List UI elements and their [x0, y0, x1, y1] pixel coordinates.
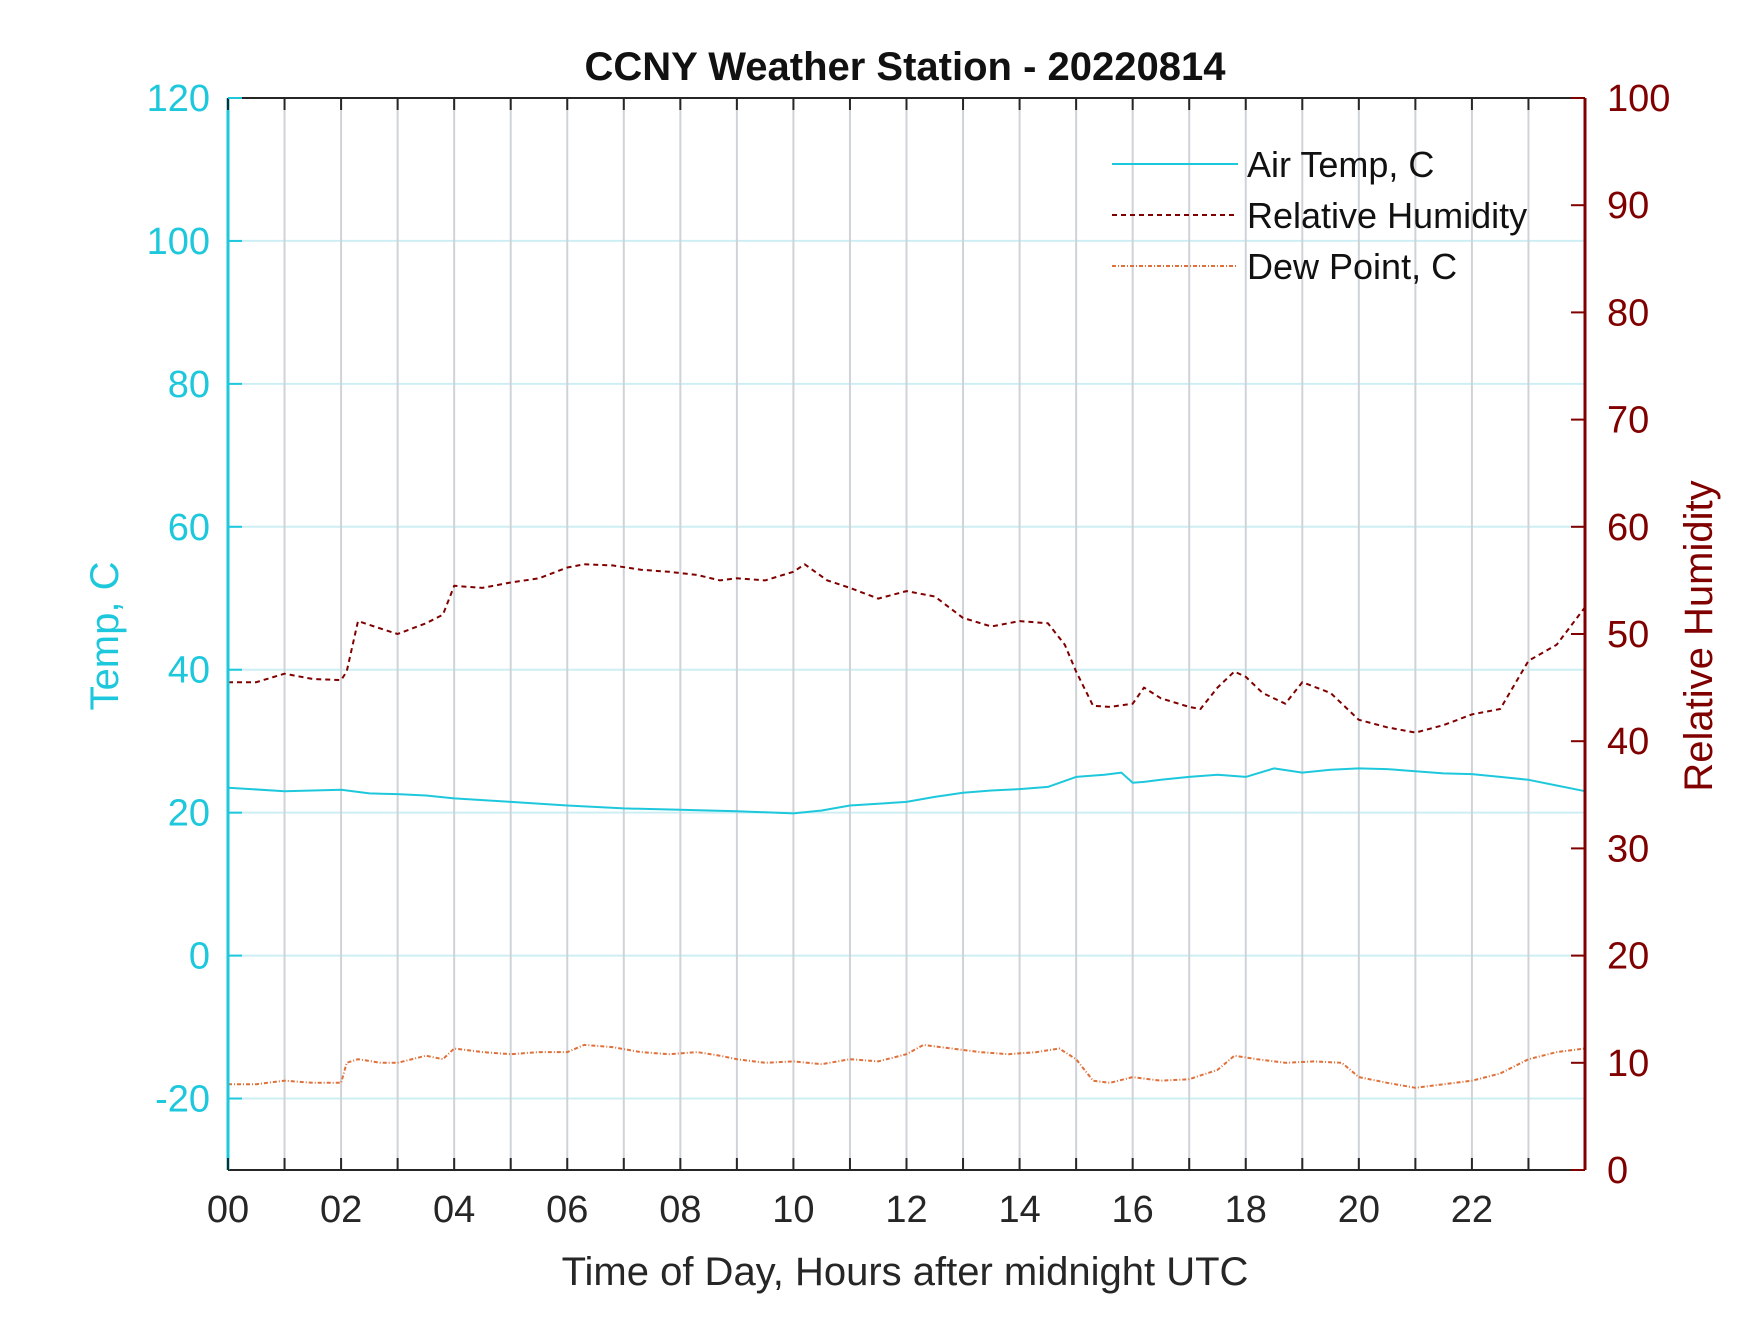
y-left-tick-label: -20	[155, 1079, 210, 1121]
x-tick-label: 18	[1225, 1189, 1267, 1231]
x-tick-label: 08	[659, 1189, 701, 1231]
y-left-tick-label: 40	[168, 650, 210, 692]
y-right-tick-label: 50	[1607, 614, 1649, 656]
axis-layer: 00 02 04 06 08 10 12 14 16 18 20 22-200204060801001…	[147, 78, 1671, 1231]
y-right-tick-label: 80	[1607, 292, 1649, 334]
y-left-tick-label: 0	[189, 936, 210, 978]
y-right-tick-label: 100	[1607, 78, 1670, 120]
x-tick-label: 16	[1112, 1189, 1154, 1231]
right-y-axis-label: Relative Humidity	[1677, 480, 1721, 791]
x-tick-label: 20	[1338, 1189, 1380, 1231]
x-axis-label: Time of Day, Hours after midnight UTC	[562, 1250, 1249, 1294]
left-y-axis-label: Temp, C	[83, 562, 127, 711]
y-left-tick-label: 120	[147, 78, 210, 120]
series-line-dew-point-c	[228, 1043, 1586, 1089]
y-right-tick-label: 0	[1607, 1150, 1628, 1192]
y-right-tick-label: 40	[1607, 721, 1649, 763]
legend-label: Air Temp, C	[1247, 144, 1434, 185]
y-right-tick-label: 70	[1607, 400, 1649, 442]
y-right-tick-label: 30	[1607, 828, 1649, 870]
y-right-tick-label: 20	[1607, 936, 1649, 978]
series-layer	[227, 563, 1586, 1089]
legend-label: Relative Humidity	[1247, 195, 1527, 236]
x-tick-label: 00	[207, 1189, 249, 1231]
y-left-tick-label: 100	[147, 221, 210, 263]
grid-layer	[228, 98, 1585, 1170]
y-right-tick-label: 10	[1607, 1043, 1649, 1085]
y-right-tick-label: 90	[1607, 185, 1649, 227]
x-tick-label: 22	[1451, 1189, 1493, 1231]
x-tick-label: 14	[998, 1189, 1040, 1231]
series-line-relative-humidity	[228, 563, 1586, 734]
legend: Air Temp, C Relative Humidity Dew Point, C	[1112, 144, 1527, 287]
series-line-air-temp-c	[227, 767, 1586, 815]
legend-label: Dew Point, C	[1247, 246, 1457, 287]
x-tick-label: 02	[320, 1189, 362, 1231]
y-left-tick-label: 60	[168, 507, 210, 549]
y-right-tick-label: 60	[1607, 507, 1649, 549]
chart-title: CCNY Weather Station - 20220814	[585, 45, 1227, 89]
x-tick-label: 06	[546, 1189, 588, 1231]
x-tick-label: 10	[772, 1189, 814, 1231]
x-tick-label: 04	[433, 1189, 475, 1231]
x-tick-label: 12	[885, 1189, 927, 1231]
y-left-tick-label: 20	[168, 793, 210, 835]
y-left-tick-label: 80	[168, 364, 210, 406]
